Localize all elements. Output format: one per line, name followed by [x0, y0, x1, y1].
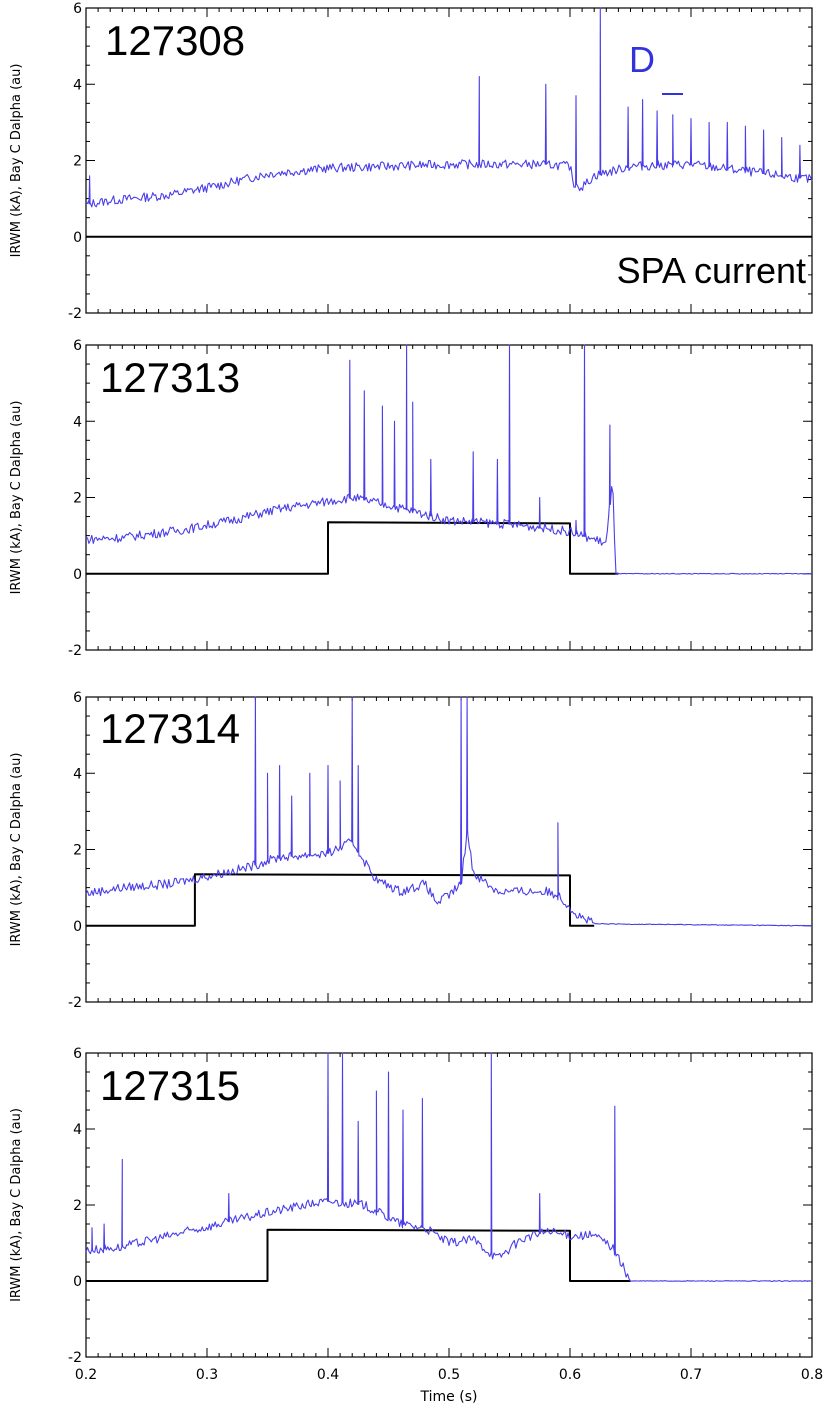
- y-tick-label: 6: [73, 1046, 82, 1062]
- shot-number-label: 127315: [100, 1062, 240, 1109]
- dalpha-signal-line: [85, 1052, 813, 1282]
- y-tick-label: 0: [73, 567, 82, 583]
- panel-127315: -2 0 2 4 6 0.2 0.3 0.4 0.5 0.6 0.7 0.8 Time (s) IRWM …: [9, 1046, 823, 1405]
- panel-127308: -2 0 2 4 6 IRWM (kA), Bay C Dalpha (au) 127308…: [9, 1, 813, 322]
- dalpha-annotation: D: [629, 39, 655, 80]
- x-axis-label: Time (s): [420, 1389, 478, 1405]
- shot-number-label: 127308: [105, 17, 245, 64]
- panel-127313: -2 0 2 4 6 IRWM (kA), Bay C Dalpha (au) 127313: [9, 338, 813, 659]
- y-tick-label: 4: [73, 414, 82, 430]
- y-tick-label: 2: [73, 154, 82, 170]
- x-tick-label: 0.6: [559, 1367, 581, 1383]
- y-tick-label: 6: [73, 1, 82, 17]
- y-tick-label: 0: [73, 919, 82, 935]
- spa-current-line: [86, 873, 595, 927]
- y-axis-label: IRWM (kA), Bay C Dalpha (au): [9, 64, 24, 258]
- y-tick-label: -2: [68, 1350, 82, 1366]
- y-tick-label: 2: [73, 843, 82, 859]
- dalpha-signal-line: [85, 696, 813, 927]
- spa-current-annotation: SPA current: [617, 250, 806, 291]
- shot-number-label: 127313: [100, 354, 240, 401]
- x-tick-label: 0.7: [680, 1367, 702, 1383]
- y-tick-label: 6: [73, 338, 82, 354]
- spa-current-line: [86, 1228, 631, 1282]
- x-tick-label: 0.8: [801, 1367, 823, 1383]
- spa-current-line: [86, 521, 619, 575]
- y-tick-label: -2: [68, 306, 82, 322]
- y-tick-label: 6: [73, 690, 82, 706]
- y-tick-label: 4: [73, 766, 82, 782]
- panel-127314: -2 0 2 4 6 IRWM (kA), Bay C Dalpha (au) 127314: [9, 690, 813, 1011]
- y-axis-label: IRWM (kA), Bay C Dalpha (au): [9, 753, 24, 947]
- y-tick-label: 4: [73, 77, 82, 93]
- x-tick-label: 0.2: [75, 1367, 97, 1383]
- y-tick-label: 0: [73, 230, 82, 246]
- y-axis-label: IRWM (kA), Bay C Dalpha (au): [9, 401, 24, 595]
- y-tick-label: -2: [68, 995, 82, 1011]
- dalpha-signal-line: [85, 344, 813, 575]
- x-tick-label: 0.3: [196, 1367, 218, 1383]
- dalpha-signal-line: [85, 7, 813, 208]
- y-tick-label: 2: [73, 491, 82, 507]
- y-axis-label: IRWM (kA), Bay C Dalpha (au): [9, 1108, 24, 1302]
- shot-number-label: 127314: [100, 705, 240, 752]
- y-tick-label: 0: [73, 1274, 82, 1290]
- y-tick-label: 4: [73, 1122, 82, 1138]
- x-tick-label: 0.5: [438, 1367, 460, 1383]
- x-tick-label: 0.4: [317, 1367, 339, 1383]
- y-tick-label: -2: [68, 643, 82, 659]
- y-tick-label: 2: [73, 1198, 82, 1214]
